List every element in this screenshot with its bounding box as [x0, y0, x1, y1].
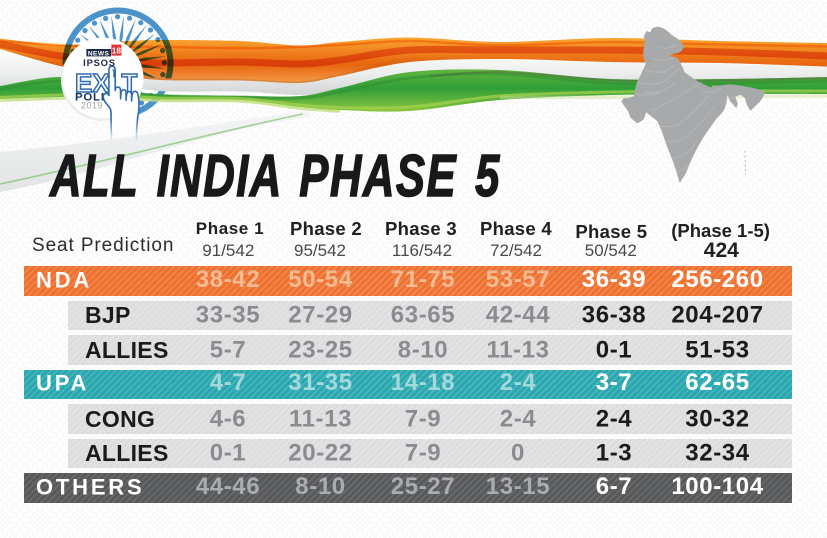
svg-text:IPSOS: IPSOS: [83, 57, 116, 68]
svg-text:POLL: POLL: [75, 92, 109, 104]
svg-text:E: E: [75, 68, 92, 98]
svg-text:X: X: [93, 68, 111, 98]
svg-text:2019: 2019: [81, 100, 103, 110]
svg-text:NEWS: NEWS: [88, 50, 110, 57]
svg-text:18: 18: [112, 46, 122, 56]
